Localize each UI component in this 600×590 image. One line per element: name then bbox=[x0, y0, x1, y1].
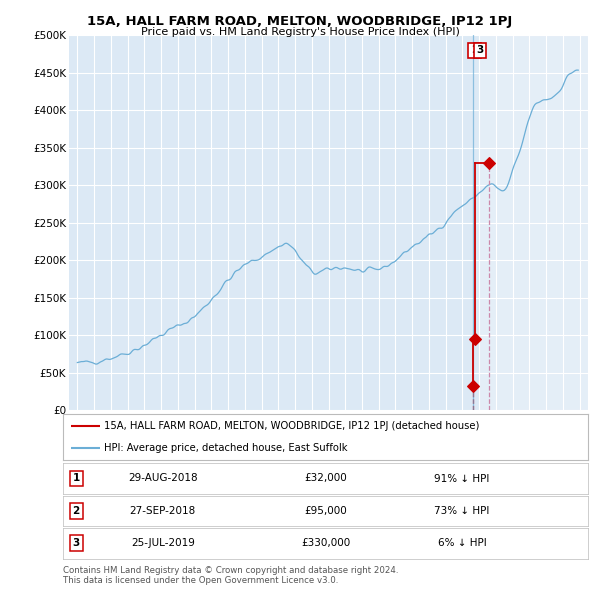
Text: 3: 3 bbox=[476, 45, 484, 55]
Text: 27-SEP-2018: 27-SEP-2018 bbox=[130, 506, 196, 516]
Text: 73% ↓ HPI: 73% ↓ HPI bbox=[434, 506, 490, 516]
Text: 15A, HALL FARM ROAD, MELTON, WOODBRIDGE, IP12 1PJ: 15A, HALL FARM ROAD, MELTON, WOODBRIDGE,… bbox=[88, 15, 512, 28]
Bar bbox=[479, 35, 588, 410]
Text: 29-AUG-2018: 29-AUG-2018 bbox=[128, 474, 197, 483]
Text: £95,000: £95,000 bbox=[304, 506, 347, 516]
Text: 25-JUL-2019: 25-JUL-2019 bbox=[131, 539, 194, 548]
Text: 6% ↓ HPI: 6% ↓ HPI bbox=[437, 539, 487, 548]
Text: 15A, HALL FARM ROAD, MELTON, WOODBRIDGE, IP12 1PJ (detached house): 15A, HALL FARM ROAD, MELTON, WOODBRIDGE,… bbox=[104, 421, 479, 431]
Text: £330,000: £330,000 bbox=[301, 539, 350, 548]
Text: 1: 1 bbox=[73, 474, 80, 483]
Text: Contains HM Land Registry data © Crown copyright and database right 2024.
This d: Contains HM Land Registry data © Crown c… bbox=[63, 566, 398, 585]
Text: 91% ↓ HPI: 91% ↓ HPI bbox=[434, 474, 490, 483]
Text: 3: 3 bbox=[73, 539, 80, 548]
Point bbox=[484, 158, 493, 168]
Text: Price paid vs. HM Land Registry's House Price Index (HPI): Price paid vs. HM Land Registry's House … bbox=[140, 27, 460, 37]
Text: 2: 2 bbox=[470, 45, 478, 55]
Text: £32,000: £32,000 bbox=[304, 474, 347, 483]
Point bbox=[470, 334, 480, 343]
Point bbox=[469, 381, 478, 391]
Text: HPI: Average price, detached house, East Suffolk: HPI: Average price, detached house, East… bbox=[104, 443, 347, 453]
Text: 2: 2 bbox=[73, 506, 80, 516]
